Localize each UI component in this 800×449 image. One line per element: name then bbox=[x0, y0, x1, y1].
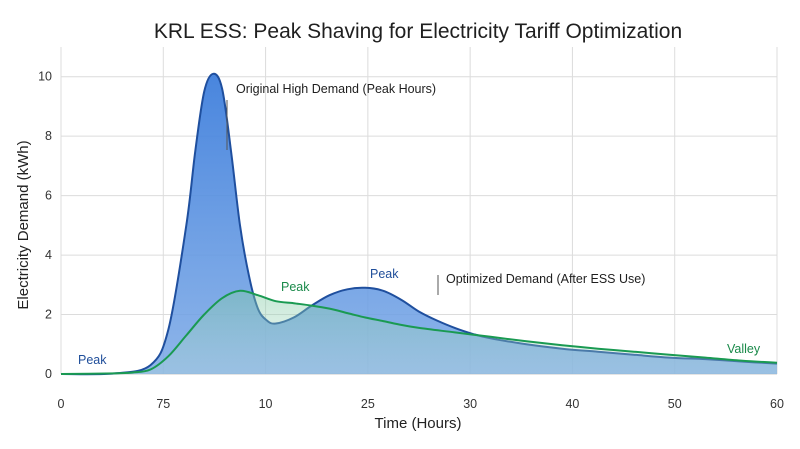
x-axis-label: Time (Hours) bbox=[375, 415, 462, 432]
x-tick-label: 50 bbox=[668, 397, 682, 411]
annotation-original: Original High Demand (Peak Hours) bbox=[236, 82, 436, 96]
series-optimized-line bbox=[60, 289, 778, 375]
y-tick-label: 0 bbox=[45, 367, 52, 381]
y-tick-label: 8 bbox=[45, 129, 52, 143]
x-tick-label: 40 bbox=[565, 397, 579, 411]
annotation-peak-left: Peak bbox=[78, 353, 107, 367]
series-optimized-area bbox=[61, 290, 777, 374]
y-tick-label: 4 bbox=[45, 248, 52, 262]
series-areas bbox=[60, 72, 778, 376]
x-tick-label: 0 bbox=[58, 397, 65, 411]
annotation-valley: Valley bbox=[727, 342, 761, 356]
grid bbox=[60, 47, 778, 375]
y-tick-label: 10 bbox=[38, 70, 52, 84]
annotation-peak-blue: Peak bbox=[370, 267, 399, 281]
x-ticks: 0 75 10 25 30 40 50 60 bbox=[58, 397, 784, 411]
x-tick-label: 10 bbox=[259, 397, 273, 411]
chart-title: KRL ESS: Peak Shaving for Electricity Ta… bbox=[154, 20, 682, 43]
x-tick-label: 60 bbox=[770, 397, 784, 411]
y-ticks: 0 2 4 6 8 10 bbox=[38, 70, 52, 381]
annotation-optimized: Optimized Demand (After ESS Use) bbox=[446, 272, 645, 286]
y-axis-label: Electricity Demand (kWh) bbox=[15, 140, 32, 309]
annotations: Original High Demand (Peak Hours) Optimi… bbox=[78, 82, 761, 367]
x-tick-label: 30 bbox=[463, 397, 477, 411]
x-tick-label: 75 bbox=[156, 397, 170, 411]
annotation-peak-green: Peak bbox=[281, 280, 310, 294]
x-tick-label: 25 bbox=[361, 397, 375, 411]
y-tick-label: 2 bbox=[45, 308, 52, 322]
y-tick-label: 6 bbox=[45, 189, 52, 203]
